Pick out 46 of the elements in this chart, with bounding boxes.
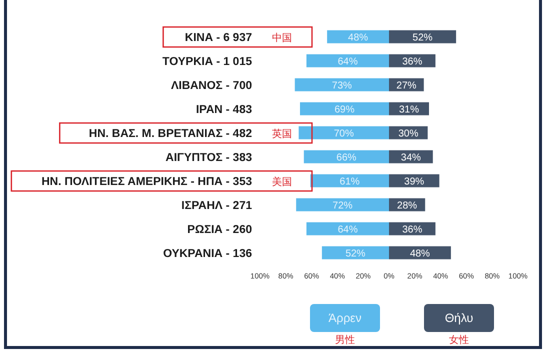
data-label: 52% [345, 248, 366, 260]
bar [294, 78, 389, 92]
data-label: 69% [334, 104, 355, 116]
y-tick-label: ΟΥΚΡΑΝΙΑ - 136 [163, 248, 252, 260]
bar [310, 174, 389, 188]
text: Θήλυ [424, 304, 494, 332]
data-label: 34% [400, 152, 422, 164]
bar [296, 198, 389, 212]
data-label: 48% [348, 32, 368, 44]
data-label: 66% [336, 152, 357, 164]
text: 男性 [335, 334, 355, 347]
y-tick-label: ΙΡΑΝ - 483 [196, 104, 252, 116]
data-label: 30% [398, 128, 418, 140]
data-label: 52% [412, 32, 433, 44]
bar [327, 30, 389, 44]
y-tick-label: ΤΟΥΡΚΙΑ - 1 015 [162, 56, 253, 68]
data-label: 64% [338, 56, 358, 68]
y-tick-label: ΛΙΒΑΝΟΣ - 700 [170, 80, 252, 92]
data-label: 36% [402, 56, 422, 68]
bar [298, 126, 389, 140]
y-tick-label: ΙΣΡΑΗΛ - 271 [181, 200, 253, 212]
data-label: 70% [334, 128, 354, 140]
data-label: 61% [340, 176, 360, 188]
data-label: 31% [398, 104, 420, 116]
bar [322, 246, 389, 260]
data-label: 48% [410, 248, 430, 260]
text: 女性 [449, 334, 469, 347]
category-label: ΗΝ. ΠΟΛΙΤΕΙΕΣ ΑΜΕΡΙΚΗΣ - ΗΠΑ - 353 美国 [41, 176, 292, 188]
bar [389, 30, 456, 44]
bar [306, 222, 389, 236]
category-label: ΚΙΝΑ - 6 937 中国 [184, 32, 292, 44]
text: Άρρεν [310, 304, 380, 332]
data-label: 28% [397, 200, 418, 212]
data-label: 39% [404, 176, 424, 188]
bar [306, 54, 389, 68]
category-label: ΗΝ. ΒΑΣ. Μ. ΒΡΕΤΑΝΙΑΣ - 482 英国 [88, 128, 292, 140]
data-label: 64% [338, 224, 358, 236]
y-tick-label: ΡΩΣΙΑ - 260 [187, 224, 252, 236]
data-label: 73% [332, 80, 352, 92]
data-label: 27% [396, 80, 417, 92]
bar [300, 102, 389, 116]
data-label: 36% [402, 224, 422, 236]
bar [304, 150, 389, 164]
bar [389, 246, 451, 260]
data-label: 72% [332, 200, 353, 212]
y-tick-label: ΑΙΓΥΠΤΟΣ - 383 [166, 152, 252, 164]
